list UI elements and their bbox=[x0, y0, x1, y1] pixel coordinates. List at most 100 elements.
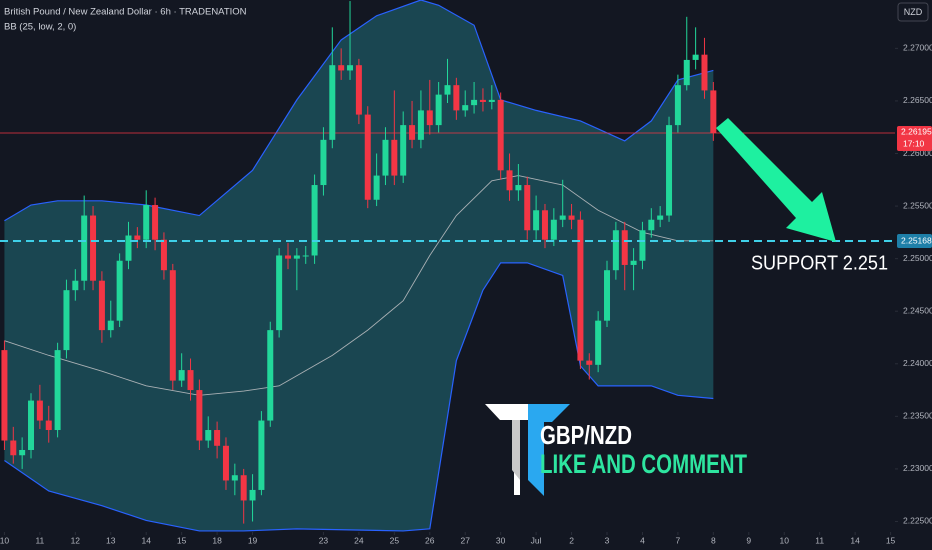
candle-body bbox=[72, 280, 79, 291]
bb-lower bbox=[4, 262, 714, 532]
candle-body bbox=[648, 219, 655, 231]
candle-body bbox=[143, 205, 150, 240]
y-tick-label: 2.23000 bbox=[903, 463, 932, 473]
candle-body bbox=[364, 114, 371, 200]
arrow bbox=[716, 118, 836, 242]
candle-body bbox=[36, 400, 43, 421]
currency-box bbox=[897, 2, 929, 22]
candle-body bbox=[559, 215, 566, 220]
candle-body bbox=[506, 170, 513, 191]
candle-body bbox=[293, 255, 300, 259]
candle-body bbox=[568, 215, 575, 220]
candle-body bbox=[178, 370, 185, 381]
candle-body bbox=[205, 430, 212, 441]
candle-body bbox=[116, 260, 123, 321]
candle-body bbox=[19, 449, 26, 456]
candle-body bbox=[533, 210, 540, 231]
y-tick-label: 2.23500 bbox=[903, 411, 932, 421]
candle-body bbox=[240, 475, 247, 501]
x-tick-label: 15 bbox=[886, 535, 896, 545]
x-tick-label: 25 bbox=[390, 535, 400, 545]
candle-body bbox=[604, 270, 611, 321]
indicator-label: BB (25, low, 2, 0) bbox=[4, 22, 76, 33]
x-tick-label: 3 bbox=[605, 535, 610, 545]
candle-body bbox=[710, 90, 717, 133]
x-tick-label: 14 bbox=[141, 535, 151, 545]
candle-body bbox=[125, 235, 132, 261]
y-tick-label: 2.27000 bbox=[903, 43, 932, 53]
x-tick-label: 14 bbox=[850, 535, 860, 545]
bb-upper bbox=[4, 0, 714, 222]
candle-body bbox=[400, 125, 407, 176]
candle-body bbox=[222, 445, 229, 481]
y-tick-label: 2.26500 bbox=[903, 95, 932, 105]
x-tick-label: 7 bbox=[676, 535, 681, 545]
x-tick-label: 2 bbox=[569, 535, 574, 545]
candle-body bbox=[453, 85, 460, 111]
candle-body bbox=[355, 65, 362, 115]
candle-body bbox=[479, 99, 486, 102]
support-box bbox=[897, 233, 932, 248]
candle-body bbox=[187, 370, 194, 391]
x-tick-label: 24 bbox=[354, 535, 364, 545]
candle-body bbox=[683, 59, 690, 86]
y-tick-label: 2.22500 bbox=[903, 516, 932, 526]
candle-body bbox=[10, 440, 17, 456]
candle-body bbox=[666, 125, 673, 216]
pair-label: GBP/NZD bbox=[540, 420, 632, 450]
y-tick-label: 2.24500 bbox=[903, 305, 932, 315]
candle-body bbox=[28, 400, 35, 450]
candle-body bbox=[417, 110, 424, 140]
candle-body bbox=[426, 110, 433, 126]
candle-body bbox=[98, 280, 105, 331]
candle-body bbox=[541, 210, 548, 240]
chart-title: British Pound / New Zealand Dollar · 6h … bbox=[4, 7, 247, 18]
candle-body bbox=[373, 175, 380, 200]
candle-body bbox=[657, 215, 664, 220]
candle-body bbox=[630, 260, 637, 265]
candle-body bbox=[258, 420, 265, 490]
x-tick-label: 30 bbox=[496, 535, 506, 545]
candle-body bbox=[169, 270, 176, 381]
logo bbox=[485, 404, 570, 496]
y-tick-label: 2.24000 bbox=[903, 358, 932, 368]
y-tick-label: 2.26000 bbox=[903, 148, 932, 158]
candle-body bbox=[497, 99, 504, 171]
candle-body bbox=[45, 420, 52, 431]
candle-body bbox=[586, 360, 593, 365]
candle-body bbox=[196, 390, 203, 441]
candle-body bbox=[329, 65, 336, 140]
y-tick-label: 2.25000 bbox=[903, 253, 932, 263]
candle-body bbox=[462, 105, 469, 111]
y-tick-label: 2.25500 bbox=[903, 200, 932, 210]
candle-body bbox=[515, 185, 522, 191]
candle-body bbox=[1, 350, 8, 441]
x-tick-label: 11 bbox=[815, 535, 824, 545]
candle-body bbox=[409, 125, 416, 140]
x-tick-label: 4 bbox=[640, 535, 645, 545]
x-tick-label: 11 bbox=[35, 535, 44, 545]
candle-body bbox=[595, 320, 602, 365]
countdown-label: 17:10 bbox=[903, 138, 925, 148]
price-box bbox=[897, 126, 932, 151]
candle-body bbox=[550, 219, 557, 240]
bb-middle bbox=[4, 175, 714, 396]
candle-body bbox=[488, 99, 495, 102]
candle-body bbox=[621, 230, 628, 265]
candle-body bbox=[639, 230, 646, 261]
candle-body bbox=[692, 54, 699, 60]
candle-body bbox=[338, 65, 345, 71]
candle-body bbox=[54, 350, 61, 431]
x-tick-label: 18 bbox=[212, 535, 222, 545]
x-tick-label: 8 bbox=[711, 535, 716, 545]
candle-body bbox=[214, 430, 221, 446]
candle-body bbox=[267, 330, 274, 421]
candle-body bbox=[674, 85, 681, 126]
plot bbox=[0, 0, 895, 532]
candle-body bbox=[311, 185, 318, 256]
price-box-label: 2.26195 bbox=[901, 126, 932, 136]
candle-body bbox=[231, 475, 238, 481]
candle-body bbox=[320, 139, 327, 186]
